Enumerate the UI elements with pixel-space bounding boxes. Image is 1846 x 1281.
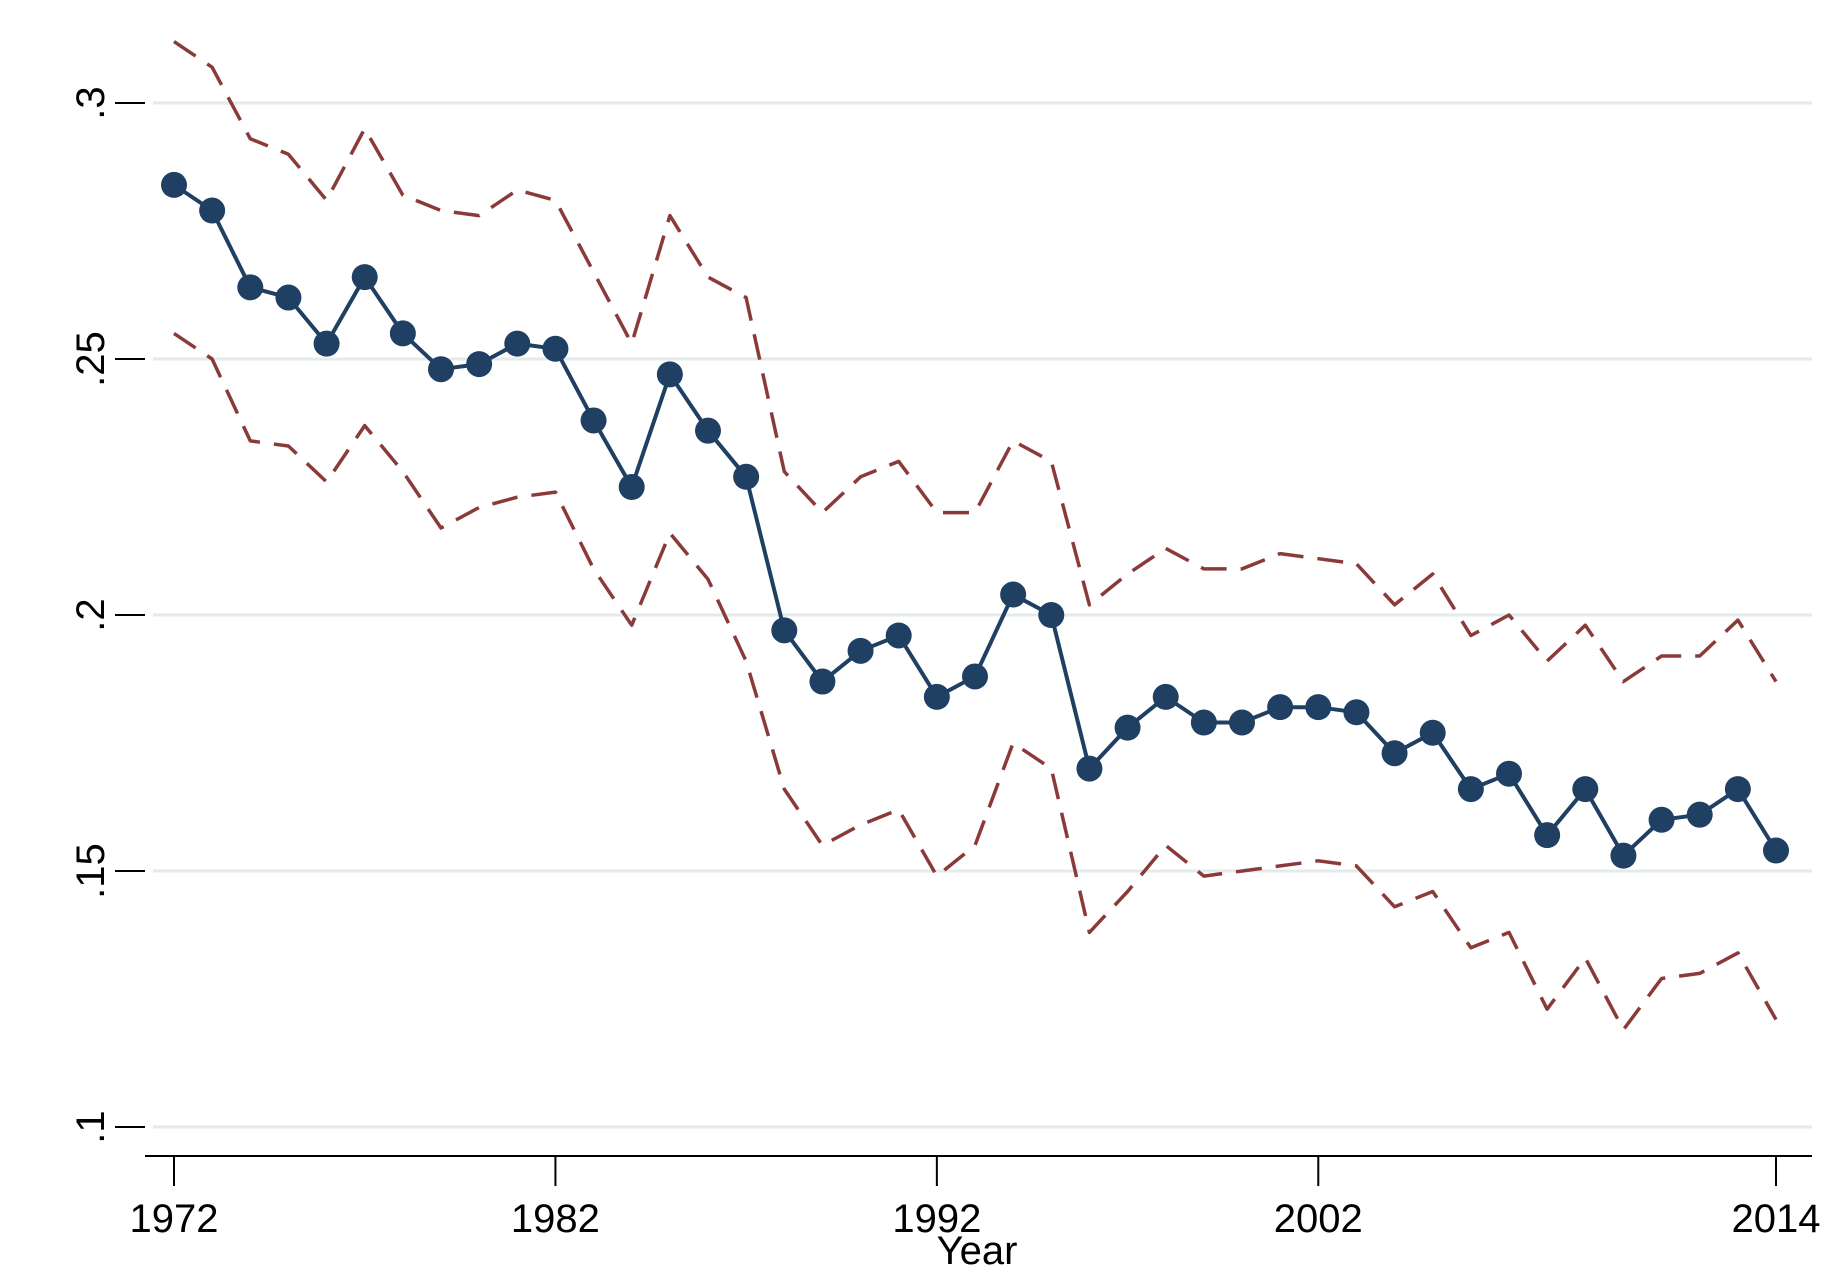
x-tick-label: 1982 bbox=[511, 1197, 600, 1241]
gridlines bbox=[153, 101, 1812, 1129]
data-point bbox=[885, 622, 912, 649]
main-series-line bbox=[172, 183, 1778, 858]
x-axis-title: Year bbox=[937, 1229, 1018, 1273]
data-point bbox=[1724, 776, 1751, 803]
data-point bbox=[1763, 837, 1789, 864]
data-point bbox=[733, 463, 760, 490]
data-point bbox=[656, 361, 683, 388]
x-tick-label: 2002 bbox=[1274, 1197, 1363, 1241]
data-point bbox=[1496, 760, 1522, 787]
data-point bbox=[428, 356, 454, 383]
data-point bbox=[542, 335, 569, 362]
data-point bbox=[1190, 709, 1217, 736]
data-point bbox=[199, 197, 226, 224]
data-point bbox=[809, 668, 836, 695]
data-point bbox=[1038, 602, 1065, 628]
y-tick-label: .3 bbox=[69, 86, 113, 119]
x-tick-label: 1972 bbox=[130, 1197, 219, 1241]
data-point bbox=[847, 637, 874, 664]
data-point bbox=[923, 683, 950, 710]
data-point bbox=[618, 474, 645, 500]
data-point bbox=[466, 351, 493, 378]
data-point bbox=[313, 330, 340, 357]
data-point bbox=[389, 320, 416, 347]
data-point bbox=[1419, 719, 1446, 746]
data-point bbox=[237, 274, 264, 301]
data-point bbox=[771, 617, 798, 644]
lower-bound-line bbox=[173, 331, 1778, 1032]
data-point bbox=[1610, 842, 1637, 869]
data-point bbox=[1534, 822, 1561, 849]
data-point bbox=[1572, 776, 1599, 803]
data-point bbox=[1381, 740, 1408, 767]
data-point bbox=[1267, 694, 1294, 721]
x-tick-label: 1992 bbox=[892, 1197, 981, 1241]
x-tick-label: 2014 bbox=[1732, 1197, 1821, 1241]
data-point bbox=[1229, 709, 1255, 736]
data-point bbox=[1076, 755, 1103, 782]
data-point bbox=[962, 663, 988, 690]
data-point bbox=[1000, 581, 1027, 608]
y-tick-label: .15 bbox=[69, 843, 113, 899]
upper-bound-line bbox=[173, 40, 1778, 684]
data-point bbox=[1457, 776, 1484, 803]
data-point bbox=[1152, 683, 1179, 710]
data-point bbox=[504, 330, 531, 357]
y-tick-label: .2 bbox=[69, 598, 113, 631]
data-point bbox=[580, 407, 607, 434]
data-point bbox=[161, 171, 187, 198]
data-point bbox=[1305, 694, 1332, 721]
data-point bbox=[275, 284, 302, 311]
series-lines bbox=[172, 40, 1778, 1032]
data-point bbox=[1648, 806, 1675, 833]
axes: .1 .15 .2 .25 .3 1972 1982 1992 2002 2014 bbox=[69, 86, 1820, 1241]
series-markers bbox=[161, 171, 1789, 869]
y-tick-label: .1 bbox=[69, 1110, 113, 1143]
data-point bbox=[1343, 699, 1370, 726]
data-point bbox=[351, 264, 378, 291]
data-point bbox=[695, 417, 721, 444]
data-point bbox=[1686, 801, 1713, 828]
y-tick-label: .25 bbox=[69, 331, 113, 387]
data-point bbox=[1114, 714, 1141, 741]
